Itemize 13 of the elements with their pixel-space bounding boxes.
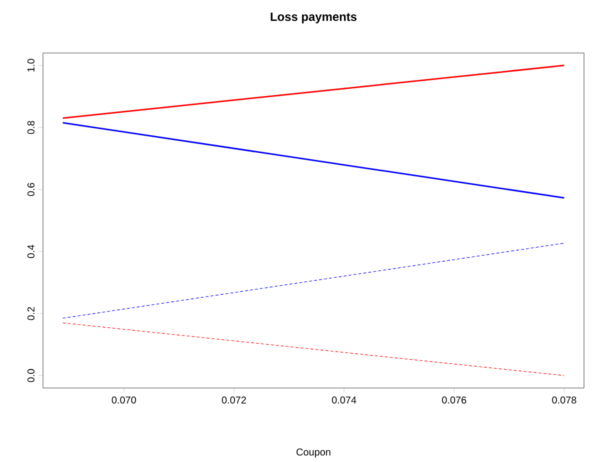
y-tick-label: 0.0 [27,369,34,382]
x-tick-label: 0.070 [112,396,136,404]
chart-title: Loss payments [270,12,357,24]
x-tick-label: 0.078 [552,396,576,404]
y-tick-label: 0.2 [27,307,34,320]
x-tick-label: 0.072 [222,396,246,404]
y-tick-label: 0.4 [27,244,34,258]
x-tick-label: 0.074 [332,396,356,404]
x-tick-label: 0.076 [442,396,466,404]
x-axis-title: Coupon [296,448,330,458]
y-tick-label: 0.8 [27,120,34,134]
y-tick-label: 0.6 [27,182,34,196]
y-tick-label: 1.0 [27,58,34,72]
